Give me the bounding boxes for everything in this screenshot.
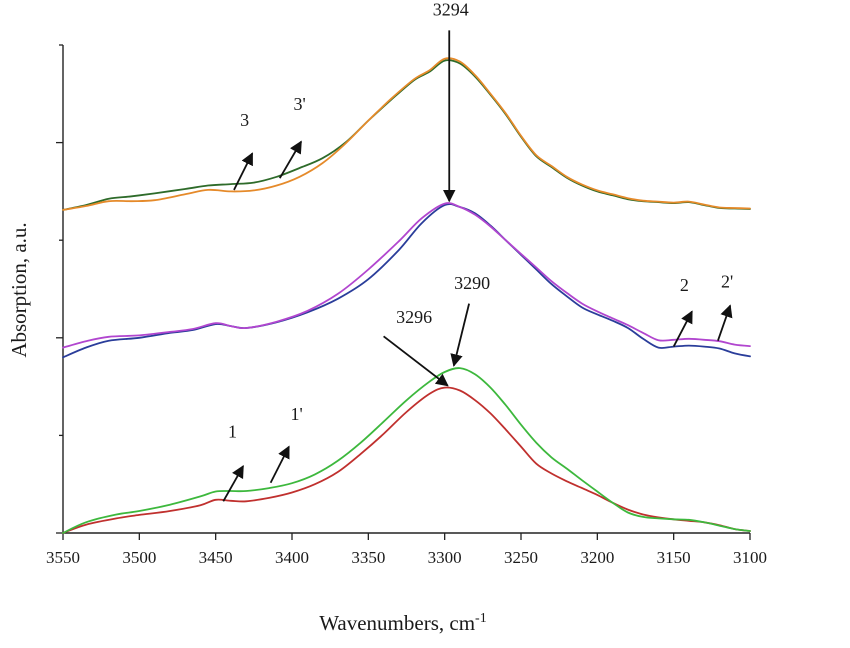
annotation-label-2: 2 bbox=[680, 275, 689, 295]
series-line-3-prime bbox=[62, 57, 751, 211]
annotation-label-3294: 3294 bbox=[433, 0, 469, 20]
annotation-label-3296: 3296 bbox=[396, 307, 432, 327]
x-tick-label: 3250 bbox=[504, 548, 538, 567]
annotation-arrow-3296 bbox=[383, 335, 449, 387]
x-tick-label: 3350 bbox=[351, 548, 385, 567]
series-line-2 bbox=[62, 203, 751, 359]
y-axis-label: Absorption, a.u. bbox=[7, 222, 31, 357]
annotation-label-1: 1 bbox=[228, 421, 237, 441]
series-line-3 bbox=[62, 59, 751, 211]
series-line-1 bbox=[62, 386, 751, 534]
x-axis-label-text: Wavenumbers, cm bbox=[319, 611, 475, 635]
series-group bbox=[62, 57, 751, 534]
x-tick-label: 3200 bbox=[580, 548, 614, 567]
annotation-label-1-prime: 1' bbox=[290, 404, 302, 424]
x-tick-label: 3500 bbox=[122, 548, 156, 567]
x-tick-label: 3150 bbox=[657, 548, 691, 567]
series-line-2-prime bbox=[62, 202, 751, 349]
annotation-arrow-2 bbox=[672, 310, 693, 348]
annotation-arrow-3290 bbox=[450, 303, 470, 367]
annotation-arrow-2-prime bbox=[717, 304, 733, 342]
annotation-label-3: 3 bbox=[240, 110, 249, 130]
annotation-arrow-1 bbox=[222, 465, 244, 502]
annotation-arrow-1-prime bbox=[269, 445, 290, 484]
annotation-arrow-3-prime bbox=[279, 140, 302, 179]
annotations-group: 3294 3296 3290 1 1' 2 2' 3 3' bbox=[222, 0, 733, 502]
x-tick-label: 3450 bbox=[199, 548, 233, 567]
x-tick-label: 3300 bbox=[428, 548, 462, 567]
annotation-label-2-prime: 2' bbox=[721, 272, 733, 292]
axis-labels: Wavenumbers, cm-1 Absorption, a.u. bbox=[7, 222, 487, 635]
annotation-label-3-prime: 3' bbox=[294, 94, 306, 114]
axes: 3550 3500 3450 3400 3350 3300 3250 3200 3150 3100 bbox=[46, 44, 767, 567]
series-line-1-prime bbox=[62, 367, 751, 534]
x-axis-label: Wavenumbers, cm-1 bbox=[319, 611, 486, 635]
x-tick-label: 3550 bbox=[46, 548, 80, 567]
x-tick-label: 3400 bbox=[275, 548, 309, 567]
annotation-label-3290: 3290 bbox=[454, 273, 490, 293]
x-axis-label-superscript: -1 bbox=[475, 611, 487, 626]
annotation-arrow-3 bbox=[233, 152, 254, 191]
x-tick-label: 3100 bbox=[733, 548, 767, 567]
